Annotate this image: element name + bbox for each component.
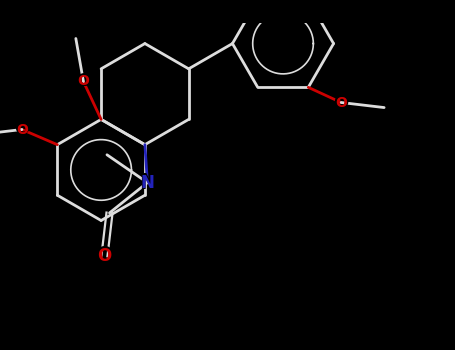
Text: O: O (97, 247, 111, 265)
Text: O: O (76, 72, 91, 90)
Text: O: O (77, 75, 89, 89)
Text: N: N (141, 174, 154, 191)
Text: O: O (96, 246, 113, 266)
Text: N: N (139, 173, 156, 193)
Text: O: O (16, 122, 28, 136)
Text: O: O (334, 93, 349, 112)
Text: O: O (14, 120, 30, 139)
Text: O: O (335, 96, 347, 110)
